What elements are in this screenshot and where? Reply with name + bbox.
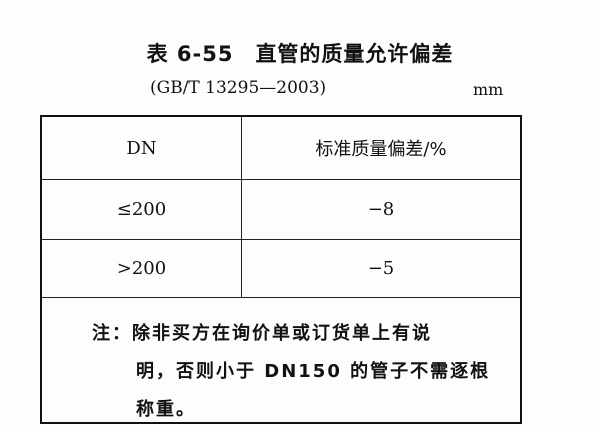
header-dn: DN <box>42 117 242 179</box>
cell-deviation: −8 <box>367 199 395 220</box>
table-row: ≤200 −8 <box>42 180 520 240</box>
note-line: 明，否则小于 DN150 的管子不需逐根 <box>136 361 491 382</box>
header-deviation: 标准质量偏差/% <box>315 139 447 160</box>
cell-dn: >200 <box>42 240 242 297</box>
note-line: 注：除非买方在询价单或订货单上有说 <box>92 323 432 344</box>
deviation-table: DN 标准质量偏差/% ≤200 −8 >200 −5 注：除非买方在询价单或订… <box>40 115 522 424</box>
table-title: 表 6-55 直管的质量允许偏差 <box>0 38 600 68</box>
standard-reference: (GB/T 13295—2003) <box>150 78 327 98</box>
unit-label: mm <box>473 80 504 99</box>
table-header-row: DN 标准质量偏差/% <box>42 117 520 180</box>
table-row: >200 −5 <box>42 240 520 298</box>
cell-dn: ≤200 <box>42 180 242 239</box>
cell-deviation: −5 <box>367 258 395 279</box>
table-note: 注：除非买方在询价单或订货单上有说 明，否则小于 DN150 的管子不需逐根 称… <box>42 299 520 429</box>
table-caption: 直管的质量允许偏差 <box>255 42 454 66</box>
note-line: 称重。 <box>136 399 196 420</box>
table-number: 表 6-55 <box>146 42 234 66</box>
